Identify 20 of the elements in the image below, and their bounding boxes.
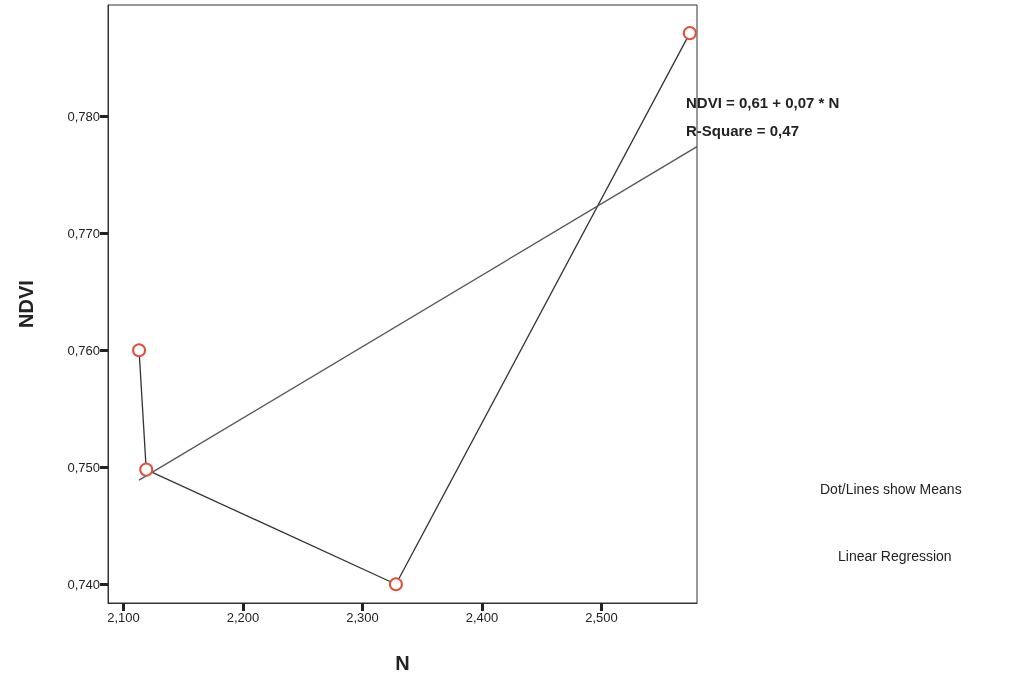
point <box>388 577 403 592</box>
x-tick-label: 2,300 <box>346 610 379 625</box>
y-tick-label: 0,770 <box>67 225 100 241</box>
x-tick-label: 2,100 <box>107 610 140 625</box>
point <box>132 343 147 358</box>
y-tick-label: 0,780 <box>67 108 100 124</box>
text: Linear Regression <box>838 548 952 564</box>
x-tick-label: 2,400 <box>465 610 499 625</box>
text: Dot/Lines show Means <box>820 481 962 497</box>
y-tick-label: 0,750 <box>67 459 100 475</box>
y-tick-label: 0,740 <box>67 576 100 592</box>
x-tick-label: 2,200 <box>226 610 260 625</box>
x-tick-label: 2,500 <box>585 610 618 625</box>
annotation: NDVI = 0,61 + 0,07 * N <box>686 94 840 111</box>
x-axis-title: N <box>395 652 410 674</box>
annotation: R-Square = 0,47 <box>686 122 799 139</box>
y-axis-title: NDVI <box>15 280 37 328</box>
y-tick-label: 0,760 <box>67 342 100 358</box>
point <box>139 462 154 477</box>
point <box>682 26 697 41</box>
